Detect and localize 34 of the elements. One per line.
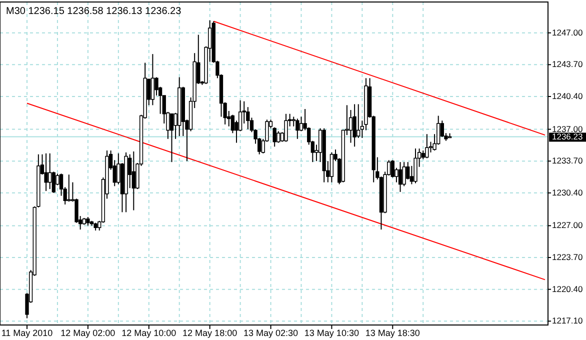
candlestick [48, 152, 52, 190]
candlestick [398, 162, 402, 192]
y-tick-label: 1223.70 [552, 252, 583, 262]
y-tick-label: 1230.40 [552, 187, 583, 198]
candlestick [44, 152, 48, 192]
x-tick-label: 12 May 18:00 [182, 328, 238, 338]
candlestick [414, 148, 418, 184]
y-tick-label: 1237.00 [552, 124, 583, 134]
x-tick-label: 12 May 02:00 [60, 328, 116, 338]
y-tick-label: 1243.70 [552, 59, 583, 70]
ref-line-label: 1236.23 [552, 132, 583, 142]
chart-title: M30 1236.15 1236.58 1236.13 1236.23 [6, 6, 182, 17]
candlestick [276, 130, 280, 144]
candlestick [170, 113, 174, 163]
x-tick-label: 13 May 10:30 [304, 328, 359, 338]
y-tick-label: 1247.00 [552, 27, 583, 38]
y-tick-label: 1240.40 [552, 91, 583, 102]
x-tick-label: 11 May 2010 [1, 328, 53, 338]
y-tick-label: 1233.70 [552, 156, 583, 166]
x-tick-label: 13 May 02:30 [243, 328, 298, 338]
candlestick [348, 109, 353, 144]
y-tick-label: 1227.00 [552, 220, 583, 230]
candlestick [330, 152, 334, 183]
candlestick [150, 54, 155, 106]
candlestick [352, 104, 356, 148]
y-tick-label: 1220.40 [552, 284, 583, 294]
candlestick [284, 113, 288, 142]
y-tick-label: 1217.10 [552, 316, 583, 326]
x-tick-label: 13 May 18:30 [365, 328, 420, 338]
x-tick-label: 12 May 10:00 [122, 328, 176, 338]
candlestick [296, 118, 300, 140]
candlestick [356, 104, 360, 138]
candlestick [132, 150, 136, 211]
candlestick [425, 134, 429, 159]
